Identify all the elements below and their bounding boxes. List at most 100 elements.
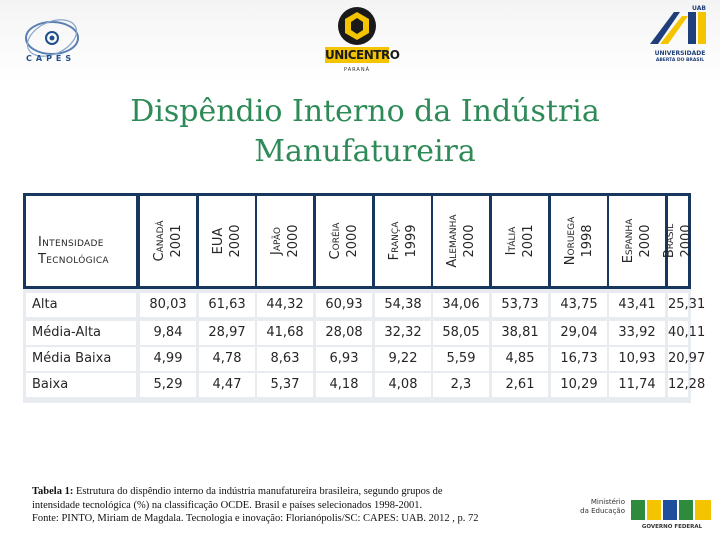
column-header-0: Canadá 2001 [140,196,196,286]
caption-label: Tabela 1: [32,486,74,497]
mec-line-2: da Educação [580,506,625,515]
table-cell: 32,32 [375,321,431,345]
column-header-4: França 1999 [375,196,431,286]
table-row: Alta 80,03 61,63 44,32 60,93 54,38 34,06 53,73 4… [23,293,705,319]
table-cell: 4,99 [140,347,196,371]
table-cell: 4,08 [375,373,431,397]
table-row: Baixa 5,29 4,47 5,37 4,18 4,08 2,3 2,61 10,29 11,… [23,373,705,399]
table-cell: 11,74 [609,373,665,397]
brasil-logo [631,500,711,520]
table-cell: 10,29 [551,373,607,397]
uab-line1: UNIVERSIDADE [654,50,706,57]
column-header-8: Espanha 2000 [609,196,665,286]
uab-line2: ABERTA DO BRASIL [655,58,705,63]
unicentro-logo [338,7,376,45]
row-label: Média-Alta [26,321,136,345]
column-country: Coréia [328,222,343,260]
table-cell: 41,68 [257,321,313,345]
uab-logo: UAB [650,5,706,44]
table-cell: 60,93 [316,293,372,317]
column-country: Noruega [563,216,578,266]
table-cell: 28,97 [199,321,255,345]
column-year: 2001 [521,224,536,258]
table-caption: Tabela 1: Estrutura do dispêndio interno… [32,485,562,526]
row-label: Baixa [26,373,136,397]
caption-source: Fonte: PINTO, Miriam de Magdala. Tecnolo… [32,513,479,524]
table-cell: 33,92 [609,321,665,345]
data-table: Intensidade Tecnológica Canadá 2001 EUA 200… [23,193,705,403]
corner-header-text: Intensidade Tecnológica [38,234,109,268]
table-cell: 12,28 [668,373,705,397]
table-cell: 4,78 [199,347,255,371]
corner-line-1: Intensidade [38,235,104,250]
row-label: Média Baixa [26,347,136,371]
caption-line-1: Estrutura do dispêndio interno da indúst… [73,486,443,497]
column-country: França [387,221,402,261]
table-cell: 10,93 [609,347,665,371]
table-cell: 5,59 [433,347,489,371]
column-year: 1998 [580,224,595,258]
column-country: Japão [269,227,284,255]
mec-logo-text: Ministério da Educação [569,498,625,515]
column-year: 2000 [679,224,694,258]
column-header-6: Itália 2001 [492,196,548,286]
column-year: 2000 [228,224,243,258]
column-year: 2000 [638,224,653,258]
column-header-3: Coréia 2000 [316,196,372,286]
column-year: 2000 [345,224,360,258]
column-country: Espanha [621,218,636,264]
capes-text: CAPES [26,54,76,63]
unicentro-wordmark: UNICENTRO [325,47,400,63]
column-header-7: Noruega 1998 [551,196,607,286]
corner-header: Intensidade Tecnológica [26,196,136,286]
table-cell: 43,75 [551,293,607,317]
table-cell: 20,97 [668,347,705,371]
column-header-text: França 1999 [386,222,420,261]
table-cell: 6,93 [316,347,372,371]
table-cell: 29,04 [551,321,607,345]
column-header-1: EUA 2000 [199,196,255,286]
table-cell: 58,05 [433,321,489,345]
column-year: 1999 [404,224,419,258]
table-cell: 5,37 [257,373,313,397]
table-cell: 8,63 [257,347,313,371]
table-cell: 2,61 [492,373,548,397]
column-country: Itália [504,226,519,256]
corner-line-2: Tecnológica [38,252,109,267]
uab-wordmark: UNIVERSIDADE ABERTA DO BRASIL [646,50,714,64]
table-row: Média Baixa 4,99 4,78 8,63 6,93 9,22 5,59 4,85 1… [23,347,705,373]
table-cell: 44,32 [257,293,313,317]
unicentro-subtitle: PARANÁ [344,67,370,73]
table-cell: 38,81 [492,321,548,345]
table-cell: 54,38 [375,293,431,317]
title-line-1: Dispêndio Interno da Indústria [130,94,600,129]
column-header-text: Japão 2000 [268,224,302,257]
table-cell: 5,29 [140,373,196,397]
table-cell: 25,31 [668,293,705,317]
table-header: Intensidade Tecnológica Canadá 2001 EUA 200… [23,193,694,289]
svg-text:UAB: UAB [692,5,706,12]
column-year: 2000 [286,224,301,258]
column-header-text: Alemanha 2000 [444,214,478,267]
table-cell: 80,03 [140,293,196,317]
table-cell: 2,3 [433,373,489,397]
column-header-text: Canadá 2001 [151,220,185,261]
mec-line-1: Ministério [590,498,625,506]
column-header-text: Itália 2001 [503,224,537,257]
table-cell: 4,18 [316,373,372,397]
column-year: 2000 [462,224,477,258]
caption-line-2: intensidade tecnológica (%) na classific… [32,499,423,511]
table-cell: 4,85 [492,347,548,371]
table-cell: 16,73 [551,347,607,371]
table-cell: 40,11 [668,321,705,345]
capes-logo [25,19,79,57]
column-header-2: Japão 2000 [257,196,313,286]
governo-federal-text: GOVERNO FEDERAL [641,524,703,530]
column-header-text: Brasil 2000 [661,224,695,258]
table-row: Média-Alta 9,84 28,97 41,68 28,08 32,32 58,05 3… [23,321,705,347]
table-cell: 43,41 [609,293,665,317]
column-country: EUA [211,227,226,255]
page-title: Dispêndio Interno da Indústria Manufatur… [0,92,720,172]
column-country: Brasil [662,223,677,259]
column-header-text: EUA 2000 [210,224,244,257]
